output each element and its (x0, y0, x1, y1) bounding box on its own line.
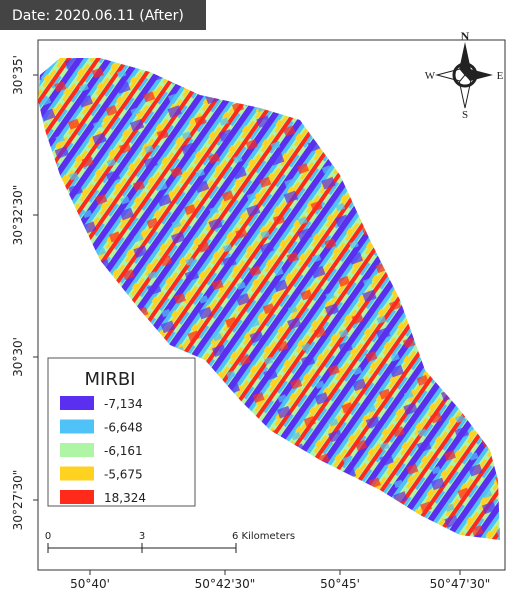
y-label: 30°32'30" (11, 185, 25, 246)
y-label: 30°30' (11, 337, 25, 377)
x-label: 50°40' (70, 577, 110, 591)
y-label: 30°27'30" (11, 470, 25, 531)
legend-label: -5,675 (104, 468, 143, 482)
legend-title: MIRBI (84, 369, 135, 390)
legend-label: -6,161 (104, 444, 143, 458)
page: {"header": {"date": "Date: 2020.06.11 (A… (0, 0, 514, 594)
legend-swatch (60, 490, 94, 504)
map: Date: 2020.06.11 (After) N S W E 30°35' … (0, 0, 514, 594)
date-label: Date: 2020.06.11 (After) (12, 8, 184, 24)
x-label: 50°42'30" (195, 577, 256, 591)
legend-swatch (60, 396, 94, 410)
legend-swatch (60, 443, 94, 457)
legend: MIRBI -7,134 -6,648 -6,161 -5,675 18,324 (48, 358, 195, 506)
x-label: 50°45' (320, 577, 360, 591)
scale-label: 3 (139, 531, 145, 542)
legend-label: -6,648 (104, 421, 143, 435)
scale-label: 0 (45, 531, 51, 542)
west-label: W (425, 70, 436, 82)
y-label: 30°35' (11, 55, 25, 95)
legend-label: 18,324 (104, 491, 146, 505)
south-label: S (462, 109, 468, 121)
north-label: N (461, 29, 470, 43)
x-label: 50°47'30" (430, 577, 491, 591)
scale-label: 6 Kilometers (232, 531, 295, 542)
legend-swatch (60, 420, 94, 434)
legend-swatch (60, 467, 94, 481)
legend-label: -7,134 (104, 397, 143, 411)
east-label: E (497, 70, 504, 82)
